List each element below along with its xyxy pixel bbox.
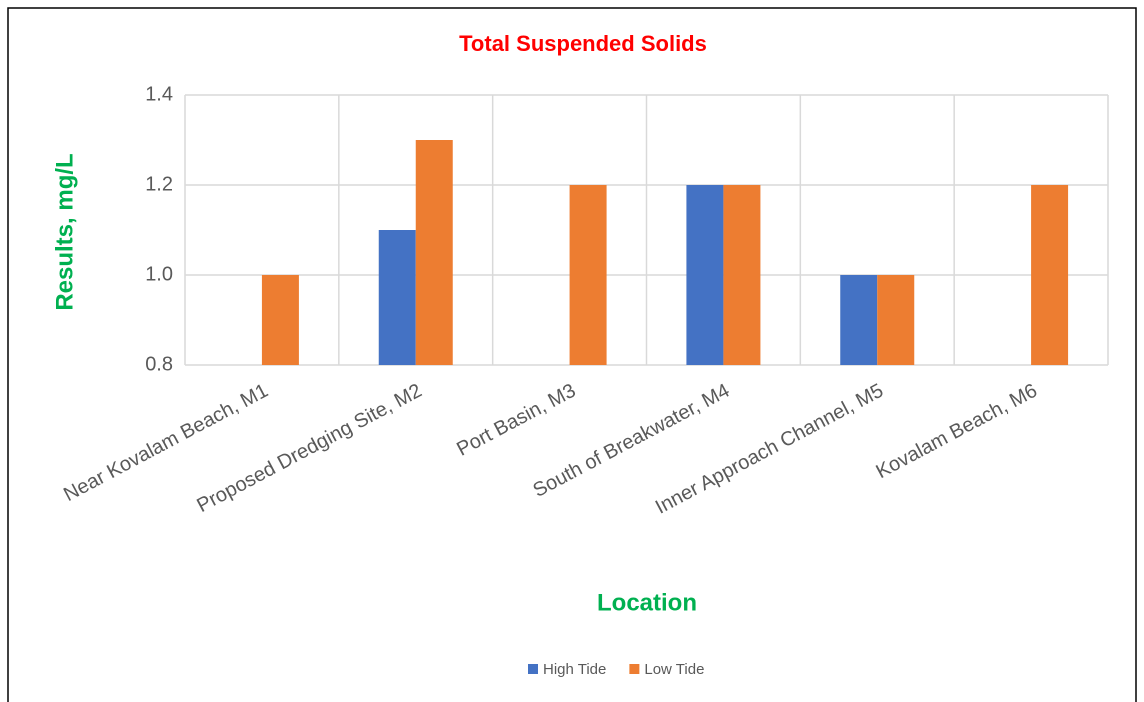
y-tick-label: 1.0 [145, 263, 173, 285]
chart-title: Total Suspended Solids [459, 31, 707, 56]
y-axis-label: Results, mg/L [51, 153, 78, 310]
bar [415, 140, 453, 365]
bar [378, 230, 416, 365]
bar [1031, 185, 1069, 365]
legend-swatch [528, 664, 538, 674]
legend-label: Low Tide [644, 661, 704, 678]
x-axis-label: Location [597, 589, 697, 616]
bar [261, 275, 299, 365]
bar [569, 185, 607, 365]
bar [723, 185, 761, 365]
y-tick-label: 1.2 [145, 173, 173, 195]
bar [840, 275, 878, 365]
bar [686, 185, 724, 365]
legend-swatch [629, 664, 640, 674]
y-tick-label: 0.8 [145, 353, 173, 375]
y-tick-label: 1.4 [145, 83, 173, 105]
legend-label: High Tide [543, 661, 606, 678]
bar [877, 275, 915, 365]
